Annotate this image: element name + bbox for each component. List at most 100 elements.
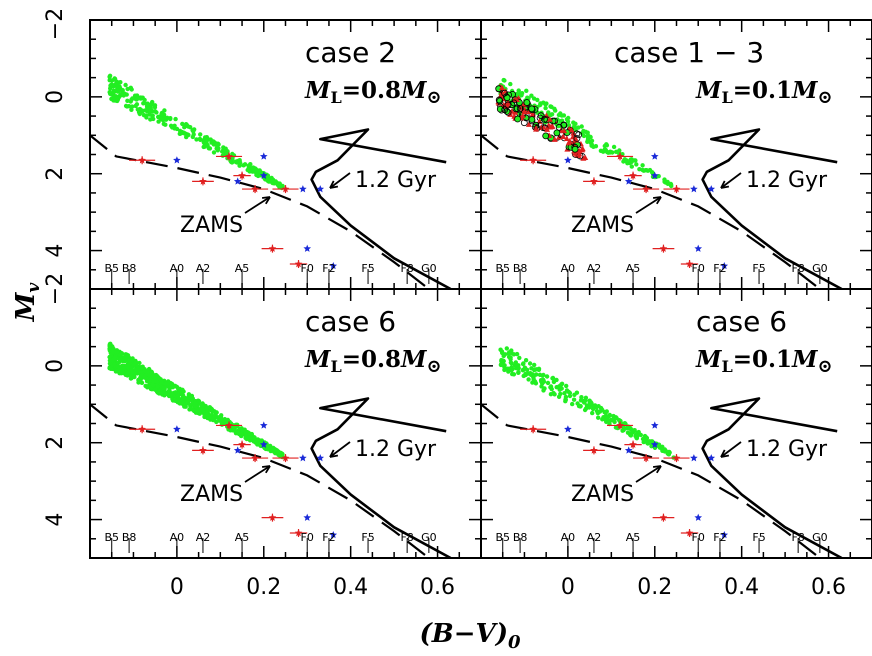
model-star — [608, 149, 613, 154]
observed-star — [281, 185, 290, 193]
model-star — [181, 130, 186, 136]
model-star-triangle — [569, 133, 576, 140]
model-star — [556, 394, 562, 399]
isochrone-label: 1.2 Gyr — [355, 437, 437, 462]
model-star — [591, 144, 596, 149]
model-star — [647, 439, 652, 444]
model-star — [107, 343, 113, 349]
blue-star — [329, 530, 338, 539]
model-star — [213, 142, 218, 147]
blue-star — [173, 156, 181, 164]
model-star — [255, 442, 260, 447]
model-star — [526, 377, 531, 382]
spectral-type-label: B8 — [513, 531, 528, 544]
blue-star — [233, 177, 242, 185]
model-star-ring — [571, 145, 579, 153]
model-star — [660, 444, 665, 449]
model-star — [239, 433, 244, 439]
model-star — [233, 429, 238, 434]
model-star — [209, 140, 214, 145]
zams-label: ZAMS — [180, 213, 243, 238]
spectral-type-label: F2 — [713, 262, 726, 275]
blue-star — [259, 152, 268, 160]
zams-arrow — [244, 196, 271, 214]
spectral-type-label: B5 — [495, 531, 510, 544]
y-tick-label: 0 — [43, 90, 68, 104]
model-star — [549, 112, 555, 117]
model-star — [576, 125, 581, 130]
model-star — [509, 368, 514, 373]
y-axis-label: Mv — [11, 282, 44, 323]
model-star — [620, 428, 625, 433]
model-star — [126, 370, 131, 375]
model-star — [634, 162, 639, 167]
model-star — [197, 411, 202, 416]
model-star — [181, 400, 186, 406]
model-star — [256, 169, 262, 174]
model-star — [111, 356, 117, 362]
zams-arrow-head — [652, 196, 662, 205]
blue-star — [694, 513, 703, 521]
spectral-type-label: F0 — [692, 262, 705, 275]
spectral-type-label: F2 — [322, 531, 335, 544]
isochrone-arrow — [720, 441, 742, 458]
model-star — [145, 102, 150, 107]
panel-4: B5 B8 A0 A2 A5 F0 F2 F5 F8 G0 case 6 ML=0.1M⊙ 1.2 Gy… — [480, 288, 872, 559]
isochrone-arrow-head — [720, 449, 730, 458]
model-star — [107, 361, 113, 366]
model-star — [115, 98, 120, 104]
spectral-type-label: A0 — [170, 531, 185, 544]
model-star — [161, 390, 167, 395]
spectral-type-label: A2 — [196, 531, 211, 544]
model-star — [162, 108, 167, 113]
model-star — [628, 426, 633, 431]
spectral-type-label: A5 — [626, 262, 641, 275]
observed-star — [268, 513, 277, 521]
model-star — [115, 89, 121, 94]
model-star — [625, 430, 631, 435]
observed-star — [281, 454, 290, 462]
panel-frame — [89, 19, 482, 290]
model-star — [265, 444, 270, 449]
model-star-triangle — [563, 135, 570, 141]
model-star — [521, 361, 526, 366]
model-star-triangle — [525, 121, 532, 127]
model-star — [161, 385, 166, 391]
model-star — [590, 410, 595, 416]
blue-star — [720, 261, 729, 270]
spectral-type-label: A5 — [626, 531, 641, 544]
model-star — [545, 380, 551, 386]
model-star — [578, 398, 584, 403]
model-star — [550, 375, 556, 381]
blue-star — [316, 454, 325, 462]
observed-star — [590, 177, 598, 185]
model-star — [516, 369, 521, 375]
model-star — [603, 410, 609, 415]
spectral-type-label: F0 — [301, 262, 314, 275]
isochrone-line — [310, 128, 452, 289]
model-star — [552, 392, 557, 397]
model-star — [562, 391, 567, 396]
observed-star — [199, 446, 207, 454]
model-star — [125, 98, 130, 104]
model-star — [524, 88, 529, 94]
model-star — [173, 116, 178, 122]
model-star — [117, 366, 123, 371]
observed-star — [629, 440, 637, 448]
model-star — [502, 78, 507, 83]
observed-star — [138, 156, 146, 164]
model-star — [245, 167, 250, 173]
model-star — [638, 432, 643, 438]
model-star — [624, 159, 629, 164]
blue-star — [259, 440, 268, 448]
model-star — [143, 383, 148, 389]
model-star — [152, 387, 158, 392]
model-star — [210, 416, 216, 422]
blue-star — [316, 185, 325, 193]
blue-star — [564, 156, 572, 164]
model-star — [254, 172, 259, 178]
model-star — [136, 110, 142, 115]
observed-star — [685, 529, 694, 537]
model-star — [662, 177, 667, 182]
model-star — [571, 120, 576, 125]
